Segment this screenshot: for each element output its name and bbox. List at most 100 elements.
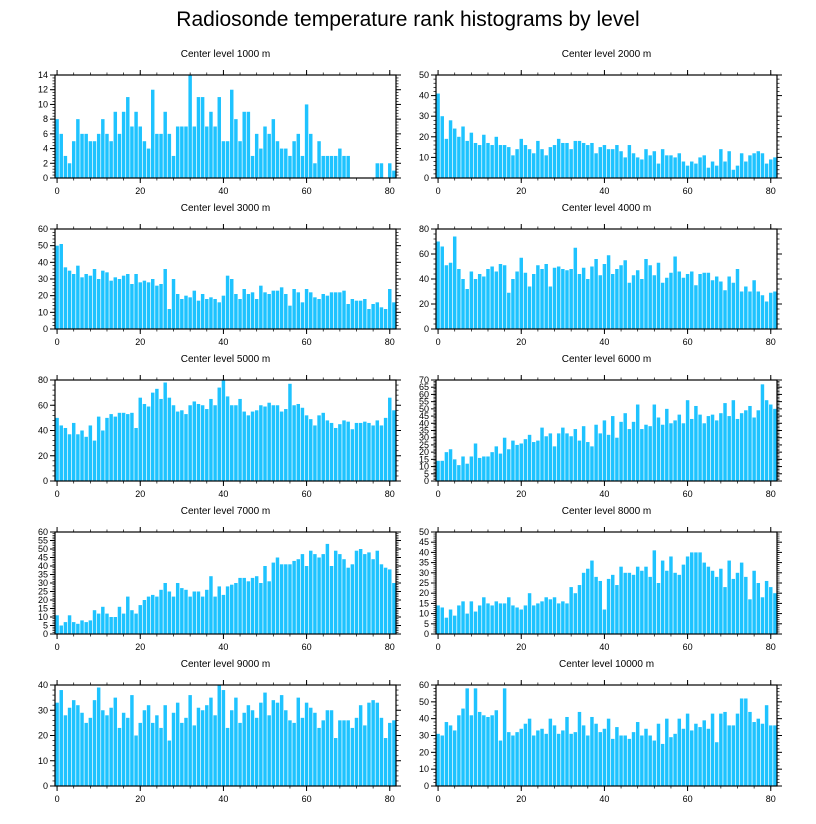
histogram-bar [511,155,515,178]
histogram-bar [358,300,363,329]
histogram-bar [325,710,330,786]
histogram-bar [635,157,640,178]
histogram-bar [271,562,276,634]
histogram-bar [163,705,167,786]
histogram-bar [714,420,719,481]
histogram-bar [371,425,375,481]
y-tick-label: 15 [419,454,429,464]
histogram-bar [623,413,627,481]
histogram-bar [92,700,97,786]
histogram-bar [317,299,321,329]
histogram-bar [300,302,305,329]
x-tick-label: 80 [766,337,776,347]
histogram-bar [230,710,234,786]
histogram-bar [619,265,623,329]
histogram-bar [126,717,130,786]
histogram-bar [246,705,251,786]
histogram-bar [640,570,644,634]
histogram-bar [242,111,246,178]
histogram-bar [723,290,727,329]
histogram-bar [561,269,565,329]
histogram-bar [304,289,309,329]
histogram-panel: 0 2 4 6 8 10 12 14 0 20 40 60 80 Center level 1000 m [38,49,401,196]
histogram-bar [321,720,325,786]
histogram-bar [126,596,130,634]
histogram-bar [213,299,217,329]
histogram-bar [515,271,519,329]
histogram-bar [238,141,242,178]
histogram-bar [586,568,590,634]
histogram-bar [660,424,665,481]
histogram-bar [685,556,690,634]
histogram-bar [55,245,59,329]
histogram-bar [448,609,453,634]
histogram-bar [473,142,478,178]
histogram-bar [586,442,590,481]
histogram-bar [388,569,392,634]
histogram-bar [652,404,657,481]
histogram-bar [594,259,598,329]
histogram-bar [309,707,313,786]
x-tick-label: 40 [218,186,228,196]
histogram-bar [109,414,113,481]
histogram-bar [469,601,474,634]
histogram-bar [448,725,453,786]
histogram-bar [660,149,665,178]
histogram-bar [329,155,334,178]
histogram-bar [184,717,188,786]
histogram-bar [200,596,205,634]
histogram-bar [246,294,251,329]
histogram-bar [457,715,461,786]
histogram-bar [764,580,769,634]
y-tick-label: 60 [38,224,48,234]
histogram-bar [598,147,602,178]
histogram-bar [76,119,80,178]
histogram-bar [673,256,677,329]
histogram-bar [167,397,172,481]
x-tick-label: 40 [599,794,609,804]
histogram-bar [573,247,578,329]
histogram-bar [275,405,280,481]
histogram-bar [225,727,230,786]
histogram-bar [279,411,284,481]
histogram-bar [606,718,611,786]
histogram-bar [452,236,457,329]
histogram-bar [134,613,138,634]
histogram-bar [744,410,748,481]
histogram-bar [577,440,582,481]
histogram-bar [444,452,449,481]
x-tick-label: 0 [55,794,60,804]
histogram-bar [296,403,301,481]
histogram-bar [561,730,565,786]
histogram-panel: 0 10 20 30 40 50 60 0 20 40 60 80 Center level 10000… [419,659,782,804]
histogram-bar [304,104,309,178]
x-tick-label: 20 [135,794,145,804]
histogram-bar [719,413,723,481]
y-tick-label: 65 [419,382,429,392]
histogram-bar [706,566,711,634]
histogram-bar [175,583,180,634]
histogram-bar [138,126,142,178]
histogram-bar [739,413,744,481]
histogram-bar [536,730,540,786]
histogram-bar [532,274,536,329]
histogram-bar [130,126,134,178]
histogram-bar [569,436,573,481]
histogram-bar [271,405,276,481]
histogram-bar [735,418,740,481]
y-tick-label: 8 [43,114,48,124]
histogram-bar [648,265,652,329]
histogram-bar [648,735,652,786]
histogram-bar [309,550,313,634]
histogram-bar [363,421,367,481]
histogram-bar [317,557,321,634]
histogram-bar [448,449,453,481]
histogram-bar [333,738,338,786]
histogram-bar [673,157,677,178]
histogram-bar [631,275,636,329]
y-tick-label: 20 [38,595,48,605]
x-tick-label: 0 [436,337,441,347]
histogram-bar [452,615,457,634]
histogram-bar [769,159,773,178]
histogram-bar [379,717,384,786]
